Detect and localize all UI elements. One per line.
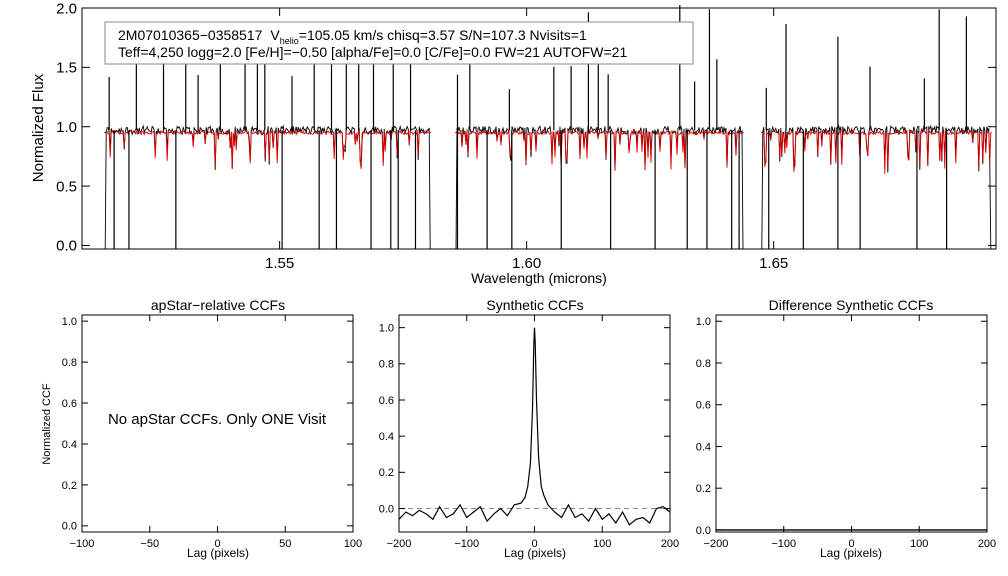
difference-ccf-x-tick-label: −100 — [771, 538, 796, 550]
apstar-ccf-title: apStar−relative CCFs — [151, 297, 285, 313]
model-spectrum-segment — [455, 129, 744, 170]
spectrum-y-tick-label: 2.0 — [56, 0, 77, 17]
object-id: 2M07010365−0358517 — [118, 27, 263, 43]
annotation-line-1: 2M07010365−0358517 Vhelio=105.05 km/s chi… — [118, 27, 587, 46]
model-spectrum-segment — [760, 129, 992, 175]
apstar-ccf-y-label: Normalized CCF — [41, 383, 53, 465]
apstar-ccf-x-tick-label: 0 — [214, 538, 220, 550]
difference-ccf-panel: Difference Synthetic CCFs −200 −100 0 100 20… — [696, 297, 996, 560]
apstar-ccf-x-tick-label: −50 — [140, 538, 159, 550]
synthetic-ccf-x-label: Lag (pixels) — [504, 546, 566, 560]
apstar-ccf-x-tick-label: 50 — [279, 538, 291, 550]
observed-spectrum-segment — [760, 124, 992, 250]
synthetic-ccf-x-tick-label: 100 — [593, 538, 611, 550]
apstar-ccf-y-tick-label: 1.0 — [62, 316, 77, 328]
synthetic-ccf-x-tick-label: 200 — [661, 538, 679, 550]
synthetic-ccf-ticks: −200 −100 0 100 200 0.0 0.2 0.4 0.6 0.8 1.0 — [379, 315, 679, 550]
synthetic-ccf-y-tick-label: 0.6 — [379, 395, 394, 407]
synthetic-ccf-line — [398, 327, 671, 526]
apstar-ccf-y-tick-label: 0.4 — [62, 439, 77, 451]
synthetic-ccf-y-tick-label: 1.0 — [379, 323, 394, 335]
apstar-ccf-x-label: Lag (pixels) — [187, 546, 249, 560]
spectrum-plot-frame — [81, 7, 997, 250]
difference-ccf-y-tick-label: 0.4 — [696, 441, 711, 453]
synthetic-ccf-panel: Synthetic CCFs −200 −100 0 100 200 0.0 0.2 0.4 0… — [379, 297, 679, 560]
spectrum-x-tick-label: 1.65 — [759, 255, 788, 272]
difference-ccf-x-tick-label: 100 — [910, 538, 928, 550]
synthetic-ccf-y-tick-label: 0.8 — [379, 359, 394, 371]
synthetic-ccf-title: Synthetic CCFs — [486, 297, 583, 313]
apstar-ccf-y-tick-label: 0.0 — [62, 521, 77, 533]
apstar-ccf-x-tick-label: 100 — [344, 538, 362, 550]
vhelio-symbol: V — [270, 27, 280, 43]
apstar-ccf-y-tick-label: 0.2 — [62, 480, 77, 492]
spectrum-y-tick-label: 0.5 — [56, 178, 77, 195]
observed-spectrum-segment — [455, 124, 744, 250]
apstar-ccf-y-tick-label: 0.8 — [62, 357, 77, 369]
spectrum-x-tick-label: 1.60 — [512, 255, 541, 272]
synthetic-ccf-y-tick-label: 0.0 — [379, 503, 394, 515]
synthetic-ccf-x-tick-label: −100 — [454, 538, 479, 550]
synthetic-ccf-y-tick-label: 0.4 — [379, 431, 394, 443]
difference-ccf-x-label: Lag (pixels) — [820, 546, 882, 560]
apstar-ccf-y-tick-label: 0.6 — [62, 398, 77, 410]
annotation-stats: =105.05 km/s chisq=3.57 S/N=107.3 Nvisit… — [299, 27, 587, 43]
spectrum-annotation-box: 2M07010365−0358517 Vhelio=105.05 km/s chi… — [104, 21, 694, 65]
difference-ccf-y-tick-label: 0.8 — [696, 358, 711, 370]
synthetic-ccf-x-tick-label: −200 — [387, 538, 412, 550]
spectrum-y-tick-label: 0.0 — [56, 238, 77, 255]
spectrum-y-tick-label: 1.5 — [56, 60, 77, 77]
annotation-frame — [104, 21, 694, 65]
difference-ccf-title: Difference Synthetic CCFs — [769, 297, 934, 313]
vhelio-subscript: helio — [280, 36, 299, 46]
difference-ccf-ticks: −200 −100 0 100 200 0.0 0.2 0.4 0.6 0.8 1.0 — [696, 315, 996, 550]
synthetic-ccf-x-tick-label: 0 — [531, 538, 537, 550]
spectrum-panel: 1.55 1.60 1.65 0.0 0.5 1.0 1.5 2.0 Wavelength (… — [30, 0, 997, 286]
annotation-line-2: Teff=4,250 logg=2.0 [Fe/H]=−0.50 [alpha/… — [118, 44, 627, 60]
spectrum-x-tick-label: 1.55 — [265, 255, 294, 272]
spectrum-y-label: Normalized Flux — [30, 73, 47, 182]
synthetic-ccf-y-tick-label: 0.2 — [379, 467, 394, 479]
model-spectrum-segment — [104, 129, 432, 169]
synthetic-ccf-traces — [398, 327, 671, 526]
difference-ccf-y-tick-label: 0.6 — [696, 400, 711, 412]
spectrum-y-tick-label: 1.0 — [56, 119, 77, 136]
difference-ccf-x-tick-label: −200 — [704, 538, 729, 550]
apstar-ccf-x-tick-label: −100 — [70, 538, 95, 550]
difference-ccf-y-tick-label: 1.0 — [696, 316, 711, 328]
spectrum-ticks: 1.55 1.60 1.65 0.0 0.5 1.0 1.5 2.0 — [56, 0, 996, 272]
difference-ccf-y-tick-label: 0.2 — [696, 483, 711, 495]
observed-spectrum-segment — [104, 124, 432, 250]
apstar-ccf-ticks: −100 −50 0 50 100 0.0 0.2 0.4 0.6 0.8 1.0 — [62, 315, 362, 550]
difference-ccf-x-tick-label: 200 — [978, 538, 996, 550]
spectrum-x-label: Wavelength (microns) — [471, 270, 607, 286]
apstar-ccf-message: No apStar CCFs. Only ONE Visit — [108, 411, 327, 428]
difference-ccf-y-tick-label: 0.0 — [696, 525, 711, 537]
difference-ccf-x-tick-label: 0 — [848, 538, 854, 550]
apstar-ccf-panel: apStar−relative CCFs −100 −50 0 50 100 0.0 0.2… — [41, 297, 362, 560]
